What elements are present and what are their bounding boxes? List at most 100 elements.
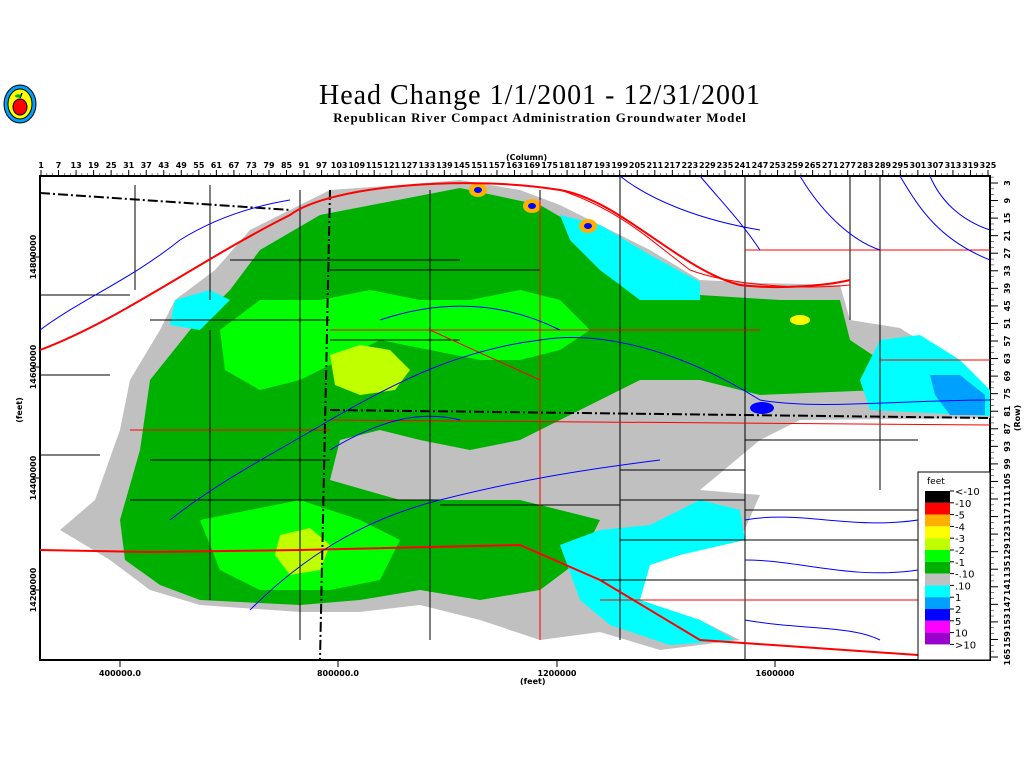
column-tick-label: 115 <box>366 161 383 170</box>
legend-swatch <box>925 502 950 515</box>
column-tick-label: 139 <box>436 161 453 170</box>
row-tick-label: 51 <box>1003 317 1012 329</box>
bottom-axis-label: (feet) <box>520 677 545 686</box>
column-tick-label: 175 <box>541 161 558 170</box>
row-tick-label: 57 <box>1003 335 1012 346</box>
map-title: Head Change 1/1/2001 - 12/31/2001 <box>318 80 762 111</box>
column-tick-label: 37 <box>141 161 152 170</box>
column-tick-label: 133 <box>418 161 435 170</box>
column-tick-label: 205 <box>629 161 646 170</box>
column-tick-label: 283 <box>857 161 874 170</box>
blue-2-zone <box>930 375 985 415</box>
column-tick-label: 289 <box>874 161 891 170</box>
drawdown-spot <box>474 187 482 193</box>
column-tick-label: 193 <box>594 161 611 170</box>
aquifer-head-change-fill <box>60 180 990 650</box>
column-tick-label: 103 <box>331 161 348 170</box>
column-tick-label: 7 <box>56 161 62 170</box>
column-tick-label: 271 <box>822 161 839 170</box>
column-tick-label: 307 <box>927 161 944 170</box>
row-tick-label: 87 <box>1003 423 1012 434</box>
column-tick-label: 235 <box>717 161 734 170</box>
row-tick-label: 141 <box>1003 578 1012 595</box>
legend-label: <-10 <box>955 487 980 498</box>
legend-label: .10 <box>955 581 971 592</box>
legend-label: -.10 <box>955 570 975 581</box>
row-tick-label: 75 <box>1003 388 1012 400</box>
column-tick-label: 265 <box>804 161 821 170</box>
row-tick-label: 39 <box>1003 282 1012 294</box>
row-tick-label: 99 <box>1003 458 1012 470</box>
column-tick-label: 151 <box>471 161 488 170</box>
column-tick-label: 277 <box>839 161 856 170</box>
column-tick-label: 211 <box>646 161 663 170</box>
row-tick-label: 165 <box>1003 648 1012 665</box>
row-tick-label: 15 <box>1003 212 1012 224</box>
legend-label: -3 <box>955 534 965 545</box>
row-tick-label: 33 <box>1003 265 1012 276</box>
row-tick-label: 147 <box>1003 596 1012 613</box>
legend-swatch <box>925 585 950 598</box>
legend-swatch <box>925 538 950 550</box>
column-tick-label: 229 <box>699 161 716 170</box>
legend-label: >10 <box>955 640 976 651</box>
legend-label: -4 <box>955 522 965 533</box>
legend-swatch <box>925 573 950 586</box>
rivers <box>39 175 991 641</box>
reservoir <box>750 402 774 414</box>
legend-label: -5 <box>955 511 965 522</box>
column-tick-label: 109 <box>348 161 365 170</box>
column-tick-label: 319 <box>962 161 979 170</box>
column-axis-label: (Column) <box>506 153 547 162</box>
axes: (Column) (feet) (feet) (Row) 1 7 13 19 25 31 3… <box>15 153 1022 686</box>
x-tick-label: 400000.0 <box>99 669 141 678</box>
legend-label: 5 <box>955 617 961 628</box>
column-tick-label: 91 <box>298 161 310 170</box>
column-tick-label: 181 <box>559 161 576 170</box>
yellow-spot <box>790 315 810 325</box>
column-tick-label: 163 <box>506 161 523 170</box>
row-tick-label: 117 <box>1003 508 1012 525</box>
column-tick-label: 127 <box>401 161 418 170</box>
column-tick-label: 55 <box>193 161 205 170</box>
x-tick-label: 1600000 <box>756 669 795 678</box>
row-tick-label: 9 <box>1003 197 1012 203</box>
legend-swatch <box>925 632 950 645</box>
column-tick-label: 313 <box>945 161 962 170</box>
legend-swatch <box>925 609 950 621</box>
column-tick-label: 61 <box>211 161 223 170</box>
row-tick-label: 27 <box>1003 248 1012 259</box>
legend-swatch <box>925 561 950 574</box>
x-tick-label: 800000.0 <box>317 669 359 678</box>
row-axis-label: (Row) <box>1013 405 1022 431</box>
column-tick-label: 121 <box>383 161 400 170</box>
legend-swatch <box>925 514 950 527</box>
row-tick-label: 135 <box>1003 560 1012 577</box>
column-tick-label: 325 <box>980 161 997 170</box>
column-tick-label: 43 <box>158 161 169 170</box>
legend-label: 1 <box>955 593 961 604</box>
column-tick-label: 295 <box>892 161 909 170</box>
roads <box>39 182 991 656</box>
legend-label: 10 <box>955 629 968 640</box>
row-tick-label: 81 <box>1003 405 1012 417</box>
row-tick-label: 123 <box>1003 526 1012 543</box>
column-tick-label: 157 <box>489 161 506 170</box>
column-tick-label: 67 <box>228 161 239 170</box>
column-tick-label: 85 <box>281 161 293 170</box>
column-tick-label: 241 <box>734 161 751 170</box>
x-tick-label: 1200000 <box>538 669 577 678</box>
column-tick-label: 145 <box>454 161 471 170</box>
row-tick-label: 69 <box>1003 370 1012 382</box>
row-tick-label: 45 <box>1003 300 1012 312</box>
column-tick-label: 73 <box>246 161 257 170</box>
row-tick-label: 21 <box>1003 230 1012 242</box>
drawdown-spot <box>528 203 536 209</box>
column-tick-label: 79 <box>263 161 275 170</box>
map-subtitle: Republican River Compact Administration … <box>333 110 747 125</box>
column-tick-label: 1 <box>38 161 44 170</box>
cyan-zone <box>560 500 745 645</box>
column-tick-label: 13 <box>71 161 82 170</box>
column-tick-label: 187 <box>576 161 593 170</box>
